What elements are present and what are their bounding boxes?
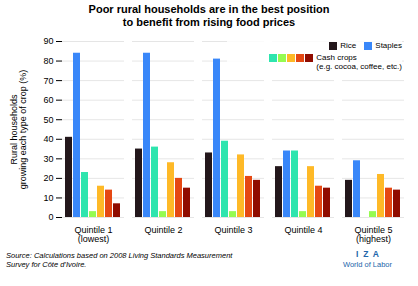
svg-text:20: 20 <box>43 174 53 184</box>
svg-text:30: 30 <box>43 154 53 164</box>
html-text:Cash crops (e.g. cocoa, coffee: Cash crops (e.g. cocoa, coffee, etc.) <box>316 52 402 71</box>
svg-text:70: 70 <box>43 76 53 86</box>
svg-text:Quintile 1(lowest): Quintile 1(lowest) <box>74 225 112 244</box>
svg-text:Rural householdsgrowing each t: Rural householdsgrowing each type of cro… <box>9 70 28 190</box>
svg-text:Quintile 5(highest): Quintile 5(highest) <box>354 225 392 244</box>
svg-text:60: 60 <box>43 95 53 105</box>
svg-text:Quintile 2: Quintile 2 <box>144 225 182 235</box>
svg-text:80: 80 <box>43 56 53 66</box>
html-text:Survey for Côte d’Ivoire.: Survey for Côte d’Ivoire. <box>6 260 87 269</box>
svg-text:40: 40 <box>43 135 53 145</box>
svg-text:Quintile 4: Quintile 4 <box>284 225 322 235</box>
html-text:Poor rural households are in t: Poor rural households are in the best po… <box>88 3 330 29</box>
svg-text:90: 90 <box>43 37 53 47</box>
svg-text:Quintile 3: Quintile 3 <box>214 225 252 235</box>
html-text:Rice: Rice <box>340 41 357 51</box>
html-text:Source: Calculations based on: Source: Calculations based on 2008 Livin… <box>6 250 233 260</box>
html-text:World of Labor: World of Labor <box>342 260 392 269</box>
html-text:I Z A: I Z A <box>356 249 379 260</box>
svg-text:10: 10 <box>43 193 53 203</box>
svg-text:50: 50 <box>43 115 53 125</box>
svg-text:0: 0 <box>48 213 53 223</box>
html-text:Staples: Staples <box>375 41 402 51</box>
